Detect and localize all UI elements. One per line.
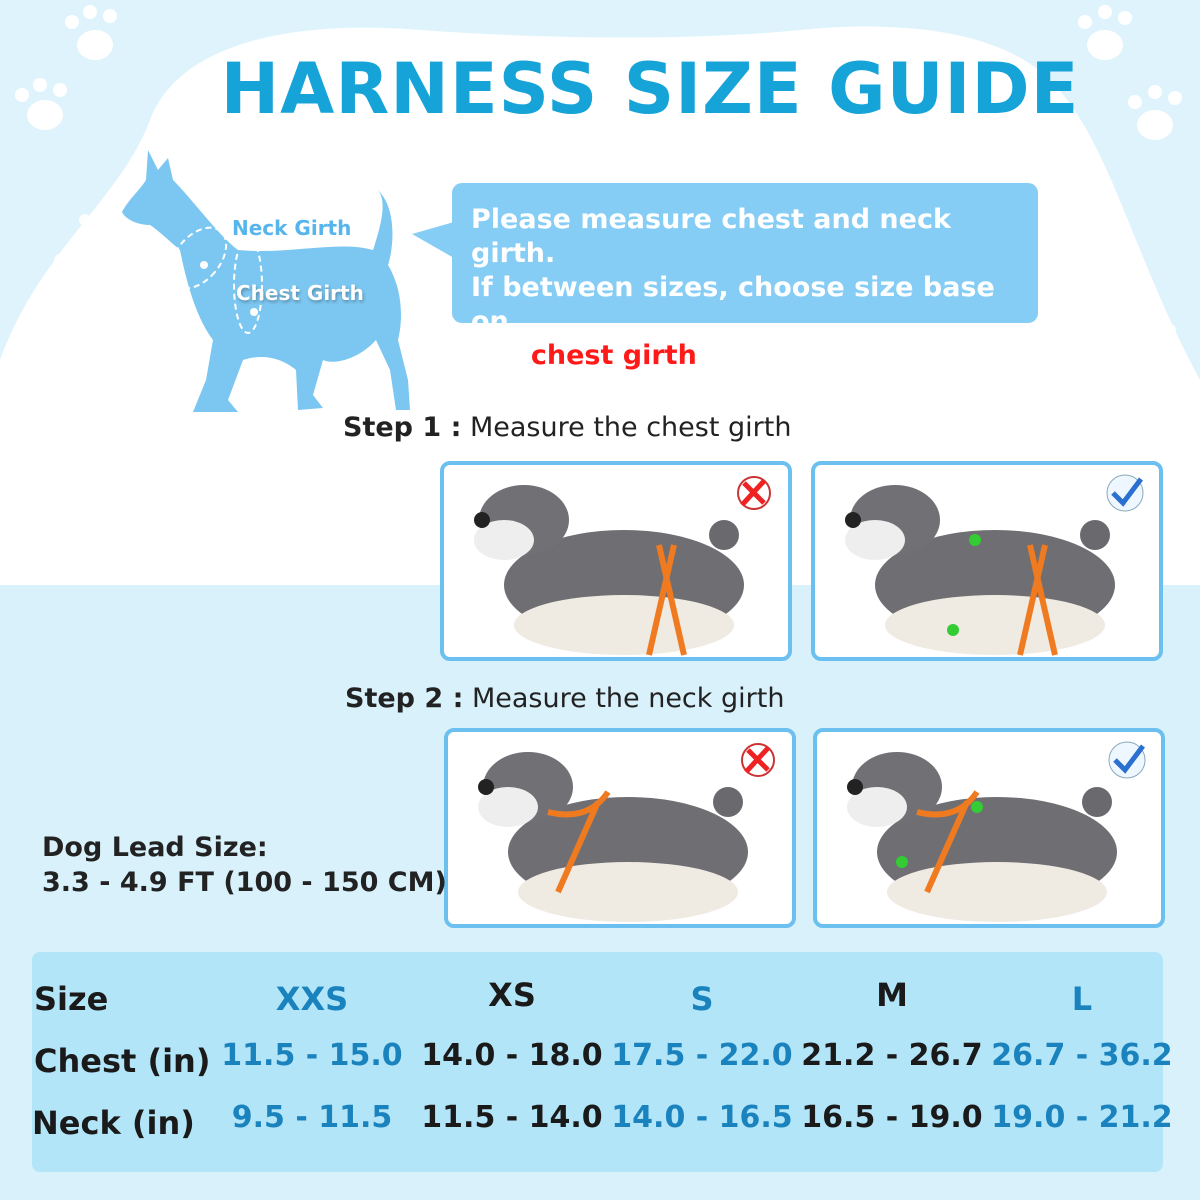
neck-value: 14.0 - 16.5 (611, 1100, 793, 1135)
chest-measure-photo-right (811, 461, 1163, 661)
instruction-punctuation: . (696, 340, 708, 371)
chest-value: 14.0 - 18.0 (421, 1038, 603, 1073)
dog-photo (474, 476, 771, 656)
dog-photo (847, 741, 1146, 922)
chest-value: 11.5 - 15.0 (221, 1038, 403, 1073)
dog-silhouette-diagram (122, 150, 410, 412)
size-label: XXS (275, 980, 349, 1018)
speech-bubble-tail (412, 222, 454, 258)
chest-value: 17.5 - 22.0 (611, 1038, 793, 1073)
chest-girth-label: Chest Girth (236, 281, 364, 305)
size-label: XS (488, 976, 536, 1014)
chest-measure-photo-wrong (440, 461, 792, 661)
row-label-chest: Chest (in) (34, 1042, 211, 1080)
step-text: Measure the chest girth (469, 412, 792, 443)
neck-value: 11.5 - 14.0 (421, 1100, 603, 1135)
neck-value: 16.5 - 19.0 (801, 1100, 983, 1135)
instruction-bubble: Please measure chest and neck girth. If … (452, 183, 1038, 371)
step-label: Step 2 : (345, 683, 464, 714)
dog-photo (845, 474, 1144, 656)
chest-value: 26.7 - 36.2 (991, 1038, 1173, 1073)
neck-value: 19.0 - 21.2 (991, 1100, 1173, 1135)
size-label: S (690, 980, 714, 1018)
dog-lead-size: Dog Lead Size: 3.3 - 4.9 FT (100 - 150 C… (42, 830, 447, 900)
step-1-heading: Step 1 : Measure the chest girth (343, 412, 791, 443)
chest-value: 21.2 - 26.7 (801, 1038, 983, 1073)
check-icon (1108, 741, 1146, 779)
step-label: Step 1 : (343, 412, 462, 443)
row-label-size: Size (34, 980, 109, 1018)
neck-girth-label: Neck Girth (232, 216, 352, 240)
size-label: M (876, 976, 908, 1014)
neck-measure-photo-right (813, 728, 1165, 928)
chest-girth-highlight: chest girth (530, 340, 697, 371)
step-text: Measure the neck girth (471, 683, 785, 714)
neck-measure-photo-wrong (444, 728, 796, 928)
neck-value: 9.5 - 11.5 (231, 1100, 393, 1135)
dog-photo (478, 743, 775, 922)
row-label-neck: Neck (in) (32, 1104, 195, 1142)
check-icon (1106, 474, 1144, 512)
page-title: HARNESS SIZE GUIDE (220, 48, 1080, 130)
cross-icon (741, 743, 775, 777)
size-label: L (1071, 980, 1093, 1018)
lead-value: 3.3 - 4.9 FT (100 - 150 CM) (42, 867, 447, 898)
step-2-heading: Step 2 : Measure the neck girth (345, 683, 784, 714)
paw-icon (15, 5, 1182, 140)
size-table: Size Chest (in) Neck (in) XXS XS S M L 11.5 -… (32, 952, 1173, 1172)
instruction-line: the (471, 340, 531, 371)
lead-label: Dog Lead Size: (42, 832, 268, 863)
cross-icon (737, 476, 771, 510)
instruction-line: Please measure chest and neck girth. (471, 204, 951, 269)
instruction-line: If between sizes, choose size base on (471, 272, 995, 337)
